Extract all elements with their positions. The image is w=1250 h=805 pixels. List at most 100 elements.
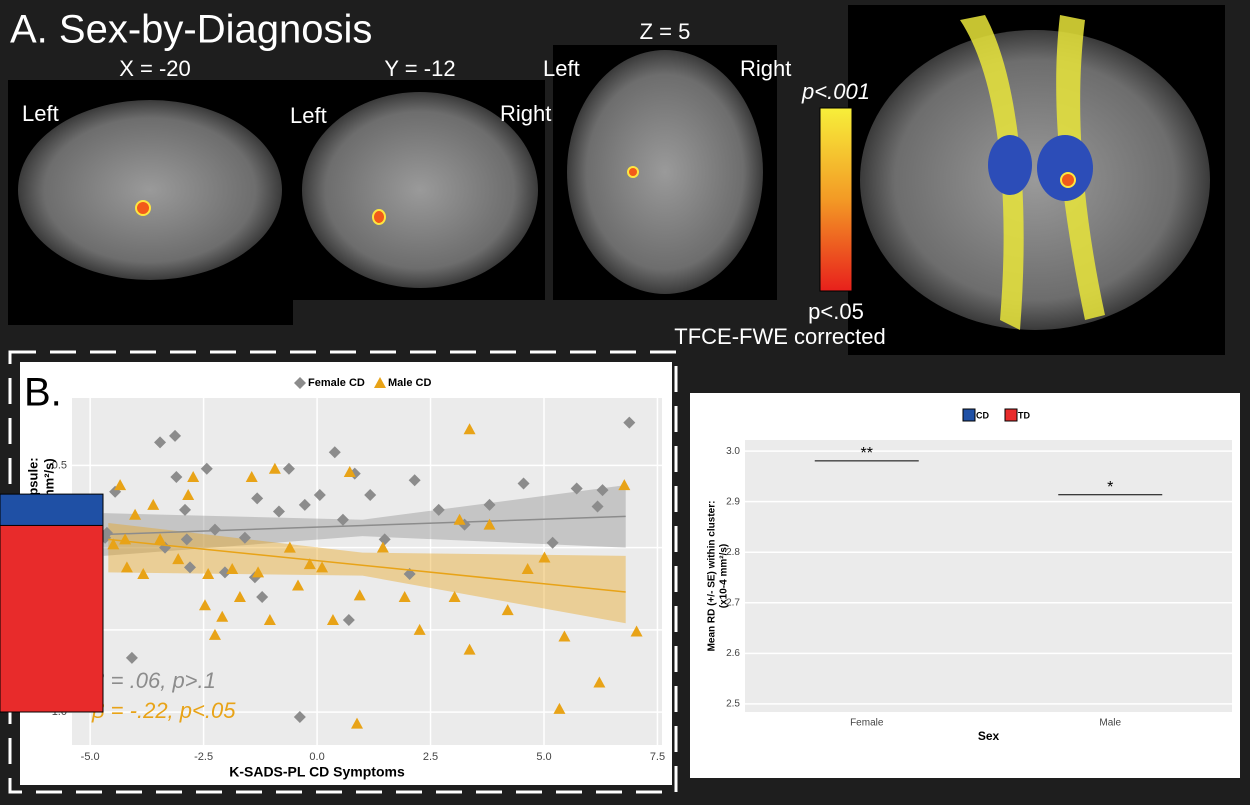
y-tick-label: 2.6 [726, 648, 740, 659]
point [376, 541, 389, 553]
point [521, 563, 534, 575]
fit-line [108, 538, 626, 593]
panel-frame [8, 350, 678, 794]
stat-label: β = .06, p>.1 [91, 668, 216, 693]
point [179, 503, 192, 516]
side-label: Right [740, 56, 791, 81]
point [187, 470, 200, 482]
point [501, 604, 514, 616]
y-tick-label: 2.5 [726, 699, 740, 710]
point [558, 630, 571, 642]
point [596, 484, 609, 497]
point [184, 561, 196, 574]
point [125, 651, 138, 664]
y-axis-title: Mean RD (+/- SE) within cluster: [707, 501, 718, 652]
view-label: Y = -12 [384, 56, 455, 81]
point [172, 553, 185, 565]
point [169, 429, 182, 442]
point [218, 566, 231, 579]
point [432, 503, 445, 516]
point [208, 523, 221, 536]
point [263, 614, 276, 626]
point [180, 533, 193, 546]
colorbar [819, 107, 853, 292]
brain [18, 100, 282, 280]
point [463, 423, 476, 435]
legend-label: Female CD [308, 377, 365, 389]
point [200, 462, 213, 475]
panel-title: A. Sex-by-Diagnosis [10, 8, 372, 52]
region [988, 135, 1032, 195]
point [226, 563, 239, 575]
cluster [627, 166, 639, 178]
point [483, 498, 496, 511]
point [538, 551, 551, 563]
point [208, 628, 221, 640]
point [313, 489, 326, 502]
colorbar-bottom: p<.05 [808, 299, 864, 324]
point [245, 470, 258, 482]
cluster [1060, 172, 1076, 188]
point [268, 462, 281, 474]
confidence-band [103, 485, 626, 556]
x-tick-label: Male [1099, 718, 1121, 729]
significance: ** [861, 445, 873, 462]
point [398, 590, 411, 602]
point [351, 717, 364, 729]
y-axis-title: (x10-4 mm²/s) [719, 544, 730, 608]
point [593, 676, 606, 688]
point [328, 446, 341, 459]
y-tick-label: 2.9 [726, 496, 740, 507]
panel-label: B. [24, 371, 62, 415]
point [343, 466, 356, 478]
point [630, 625, 643, 637]
y-tick-label: 2.8 [726, 547, 740, 558]
point [182, 489, 195, 501]
point [623, 416, 636, 429]
point [298, 498, 311, 511]
point [238, 531, 251, 544]
point [463, 643, 476, 655]
point [353, 589, 366, 601]
point [303, 558, 316, 570]
point [147, 498, 160, 510]
fit-line [103, 515, 626, 536]
point [517, 477, 530, 490]
point [251, 492, 264, 505]
side-label: Right [500, 101, 551, 126]
x-tick-label: 7.5 [650, 751, 665, 763]
tract [960, 15, 1024, 330]
point [342, 614, 355, 627]
point [202, 567, 215, 579]
brain [567, 50, 763, 294]
side-label: Left [543, 56, 580, 81]
point [137, 567, 150, 579]
point [256, 590, 269, 603]
point [120, 561, 133, 573]
x-axis-title: Sex [978, 729, 1000, 743]
x-tick-label: 0.0 [309, 751, 324, 763]
legend-marker [962, 408, 976, 422]
view-label: X = -20 [119, 56, 191, 81]
legend-marker [374, 377, 386, 388]
colorbar-top: p<.001 [801, 79, 870, 104]
plot-area [745, 440, 1232, 712]
point [154, 436, 167, 449]
point [591, 500, 604, 513]
point [453, 513, 466, 525]
point [326, 614, 339, 626]
legend-label: TD [1018, 410, 1030, 420]
side-label: Left [290, 103, 327, 128]
stat-label: β = -.22, p<.05 [91, 698, 236, 723]
point [336, 513, 349, 526]
y-tick-label: 2.7 [726, 597, 740, 608]
point [114, 479, 127, 491]
point [408, 474, 421, 487]
point [448, 590, 461, 602]
bar [0, 524, 104, 713]
colorbar-note: TFCE-FWE corrected [674, 324, 885, 349]
point [618, 479, 631, 491]
region [1037, 135, 1093, 201]
legend-marker [294, 377, 306, 389]
